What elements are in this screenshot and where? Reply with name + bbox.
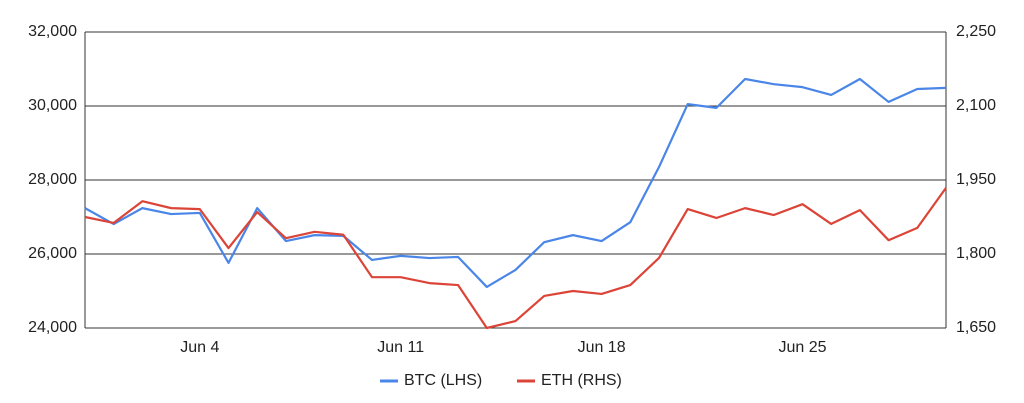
y-tick-label: 28,000: [28, 171, 77, 188]
series-line: [84, 77, 947, 289]
x-tick-label: Jun 4: [180, 339, 219, 356]
y-tick-label: 24,000: [28, 319, 77, 336]
y-tick-label: 32,000: [28, 23, 77, 40]
x-tick-label: Jun 11: [377, 339, 424, 356]
x-tick-label: Jun 18: [578, 339, 626, 356]
legend-label: BTC (LHS): [404, 372, 482, 389]
y2-tick-label: 2,250: [956, 23, 996, 40]
y-tick-label: 26,000: [28, 245, 77, 262]
y-tick-label: 30,000: [28, 97, 77, 114]
series-line: [84, 187, 947, 330]
y2-tick-label: 1,650: [956, 319, 996, 336]
legend-label: ETH (RHS): [541, 372, 622, 389]
x-tick-label: Jun 25: [778, 339, 826, 356]
y2-tick-label: 2,100: [956, 97, 996, 114]
y2-tick-label: 1,950: [956, 171, 996, 188]
y2-tick-label: 1,800: [956, 245, 996, 262]
